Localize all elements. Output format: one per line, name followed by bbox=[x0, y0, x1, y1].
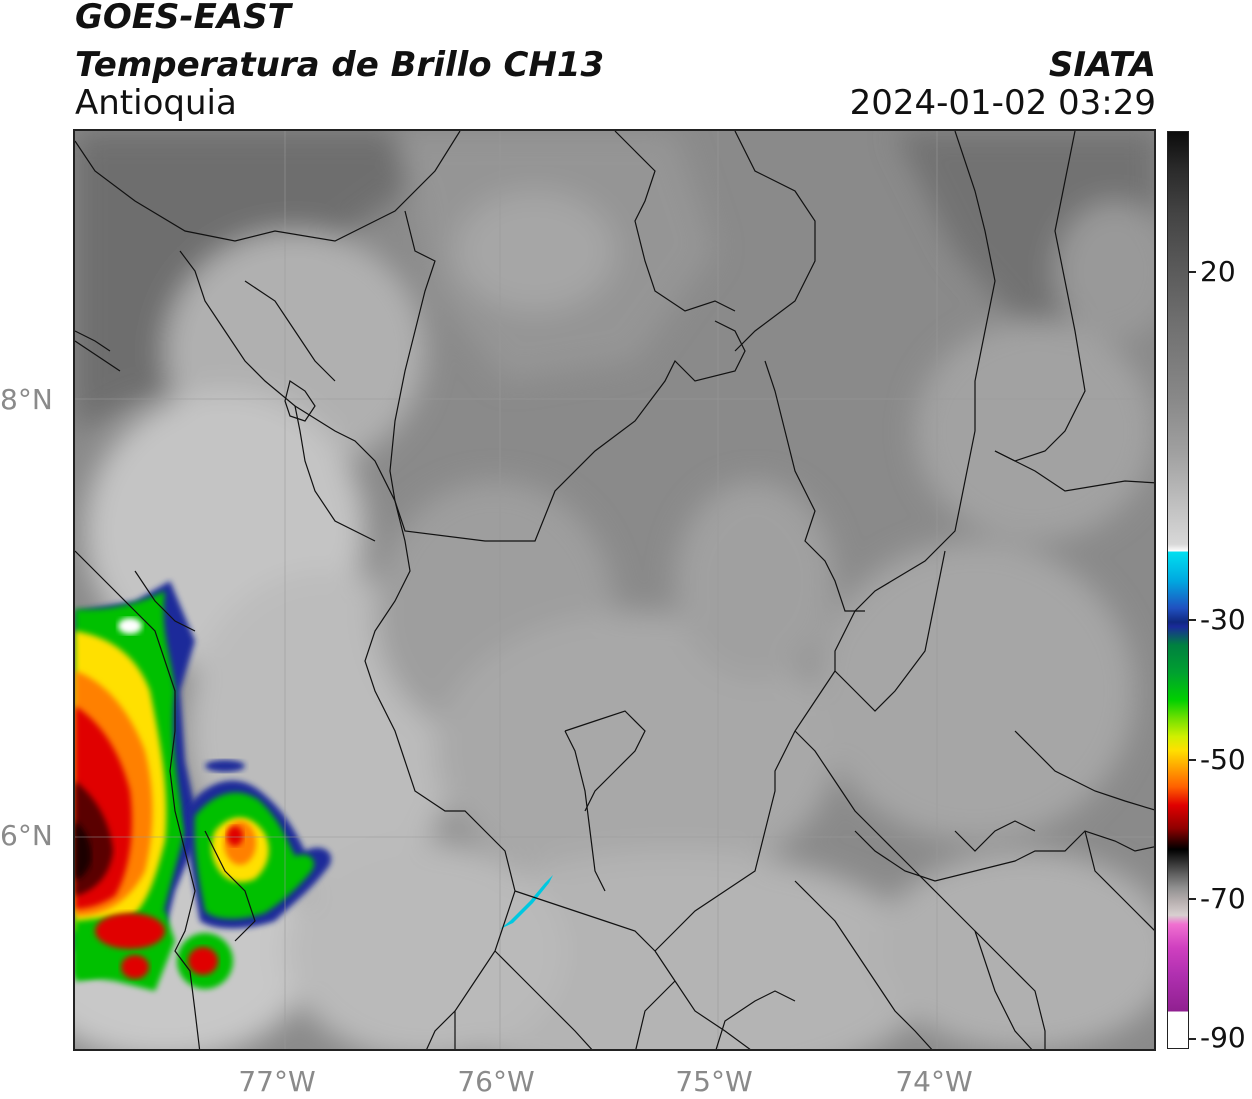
datetime-label: 2024-01-02 03:29 bbox=[849, 83, 1156, 123]
colorbar-tick-minus30 bbox=[1188, 619, 1196, 621]
satellite-title: GOES-EAST bbox=[75, 0, 291, 37]
lat-label-6n: 6°N bbox=[0, 819, 53, 852]
colorbar-label-minus70: -70 bbox=[1200, 882, 1246, 915]
region-label: Antioquia bbox=[75, 83, 237, 123]
lon-label-77w: 77°W bbox=[238, 1065, 316, 1098]
brand-label: SIATA bbox=[1048, 45, 1156, 85]
colorbar-tick-minus50 bbox=[1188, 759, 1196, 761]
colorbar-tick-minus70 bbox=[1188, 898, 1196, 900]
map-canvas bbox=[75, 131, 1154, 1049]
colorbar-label-minus50: -50 bbox=[1200, 743, 1246, 776]
colorbar-tick-minus90 bbox=[1188, 1038, 1196, 1040]
lon-label-75w: 75°W bbox=[675, 1065, 753, 1098]
lon-label-76w: 76°W bbox=[457, 1065, 535, 1098]
convective-cluster bbox=[75, 581, 553, 991]
colorbar-tick-20 bbox=[1188, 271, 1196, 273]
colorbar-label-minus90: -90 bbox=[1200, 1021, 1246, 1054]
satellite-map[interactable] bbox=[73, 129, 1156, 1051]
colorbar-label-20: 20 bbox=[1200, 255, 1236, 288]
lon-label-74w: 74°W bbox=[895, 1065, 973, 1098]
lat-label-8n: 8°N bbox=[0, 383, 53, 416]
product-title: Temperatura de Brillo CH13 bbox=[75, 45, 605, 85]
boundaries bbox=[75, 131, 1154, 1049]
colorbar-label-minus30: -30 bbox=[1200, 603, 1246, 636]
colorbar bbox=[1167, 131, 1189, 1049]
